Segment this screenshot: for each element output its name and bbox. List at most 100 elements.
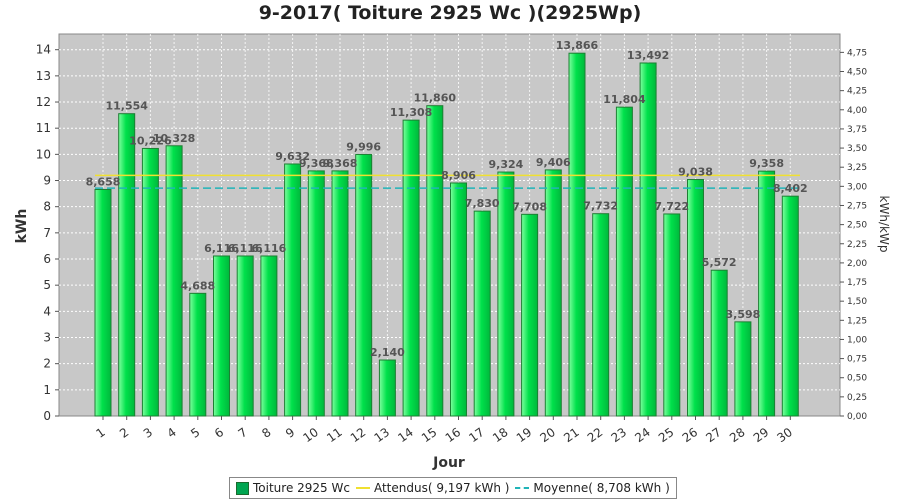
legend-swatch-series <box>236 481 249 495</box>
data-label: 6,116 <box>228 242 263 255</box>
data-label: 8,658 <box>86 175 121 188</box>
x-tick-label: 19 <box>514 425 535 445</box>
bar <box>544 169 562 417</box>
data-label: 2,140 <box>370 346 405 359</box>
x-axis-label: Jour <box>432 455 465 471</box>
y-tick-label: 8 <box>43 200 51 214</box>
y-tick-label: 3 <box>43 331 51 345</box>
y2-tick-label: 4,00 <box>847 106 867 116</box>
bar <box>355 153 373 417</box>
data-label: 9,406 <box>536 156 571 169</box>
y-tick-label: 10 <box>36 147 51 161</box>
y2-axis-label: kWh/kWp <box>877 196 891 253</box>
x-tick-label: 9 <box>283 425 297 441</box>
legend-label-average: Moyenne( 8,708 kWh ) <box>533 481 670 495</box>
bar <box>331 170 349 417</box>
x-tick-label: 25 <box>656 425 677 445</box>
bar <box>307 170 325 417</box>
x-tick-label: 8 <box>259 425 273 441</box>
y-tick-label: 14 <box>36 43 51 57</box>
x-tick-label: 17 <box>466 425 487 445</box>
x-tick-label: 30 <box>774 425 795 445</box>
legend-item-average: Moyenne( 8,708 kWh ) <box>515 481 670 495</box>
data-label: 11,554 <box>105 100 148 113</box>
x-tick-label: 10 <box>300 425 321 445</box>
x-tick-label: 28 <box>727 425 748 445</box>
x-tick-label: 23 <box>609 425 630 445</box>
y2-tick-label: 3,50 <box>847 144 867 154</box>
y-tick-label: 1 <box>43 383 51 397</box>
x-tick-label: 13 <box>372 425 393 445</box>
y2-tick-label: 1,00 <box>847 335 867 345</box>
bar <box>710 269 728 417</box>
y2-tick-label: 4,75 <box>847 48 867 58</box>
data-label: 6,116 <box>252 242 287 255</box>
y-tick-label: 5 <box>43 278 51 292</box>
y2-tick-label: 4,25 <box>847 87 867 97</box>
y2-tick-label: 3,00 <box>847 182 867 192</box>
y-tick-label: 7 <box>43 226 51 240</box>
legend-swatch-expected <box>355 487 370 489</box>
x-tick-label: 21 <box>561 425 582 445</box>
x-tick-label: 12 <box>348 425 369 445</box>
x-tick-label: 5 <box>188 425 202 441</box>
y2-tick-label: 1,75 <box>847 278 867 288</box>
y2-tick-label: 0,25 <box>847 393 867 403</box>
y-axis-label: kWh <box>14 209 30 244</box>
x-tick-label: 15 <box>419 425 440 445</box>
bar <box>118 113 136 417</box>
data-label: 10,226 <box>129 134 172 147</box>
legend-item-expected: Attendus( 9,197 kWh ) <box>355 481 509 495</box>
bar <box>687 179 704 417</box>
chart-title: 9-2017( Toiture 2925 Wc )(2925Wp) <box>258 2 642 24</box>
data-label: 11,860 <box>414 92 457 105</box>
x-tick-label: 11 <box>324 425 345 445</box>
data-label: 4,688 <box>180 279 215 292</box>
data-label: 11,308 <box>390 106 432 119</box>
bar <box>639 62 657 417</box>
bar <box>734 321 752 417</box>
data-label: 9,358 <box>749 157 784 170</box>
bar <box>426 105 444 417</box>
y2-tick-label: 0,00 <box>847 412 867 422</box>
bar <box>213 255 230 417</box>
bar <box>284 163 302 417</box>
data-label: 9,038 <box>678 166 713 179</box>
x-tick-label: 7 <box>236 425 250 441</box>
data-label: 9,632 <box>275 150 310 163</box>
bar <box>663 213 681 417</box>
x-tick-label: 4 <box>165 425 179 441</box>
y-tick-label: 0 <box>43 409 51 423</box>
y2-tick-label: 1,50 <box>847 297 867 307</box>
bar <box>615 106 633 417</box>
y-tick-label: 6 <box>43 252 51 266</box>
y-tick-label: 13 <box>36 69 51 83</box>
y2-tick-label: 0,50 <box>847 374 867 384</box>
y-tick-label: 12 <box>36 95 51 109</box>
y2-tick-label: 3,75 <box>847 125 867 135</box>
bar <box>236 255 254 417</box>
data-label: 7,830 <box>465 197 500 210</box>
y-tick-label: 2 <box>43 357 51 371</box>
x-tick-label: 24 <box>632 425 653 445</box>
y2-tick-label: 4,50 <box>847 68 867 78</box>
bar <box>378 359 396 417</box>
data-label: 8,906 <box>441 169 476 182</box>
data-label: 9,324 <box>489 158 524 171</box>
bar <box>94 188 112 417</box>
data-label: 9,368 <box>323 157 358 170</box>
data-label: 8,402 <box>773 182 808 195</box>
y-tick-label: 11 <box>36 121 51 135</box>
y2-tick-label: 2,00 <box>847 259 867 269</box>
legend: Toiture 2925 Wc Attendus( 9,197 kWh ) Mo… <box>229 477 677 499</box>
legend-swatch-average <box>515 487 530 489</box>
x-tick-label: 3 <box>141 425 155 441</box>
bar <box>568 52 586 417</box>
y-tick-label: 4 <box>43 304 51 318</box>
legend-label-series: Toiture 2925 Wc <box>253 481 350 495</box>
data-label: 7,722 <box>654 200 689 213</box>
y2-tick-label: 0,75 <box>847 355 867 365</box>
x-tick-label: 2 <box>117 425 131 441</box>
data-label: 11,804 <box>603 93 646 106</box>
bar <box>781 195 799 417</box>
